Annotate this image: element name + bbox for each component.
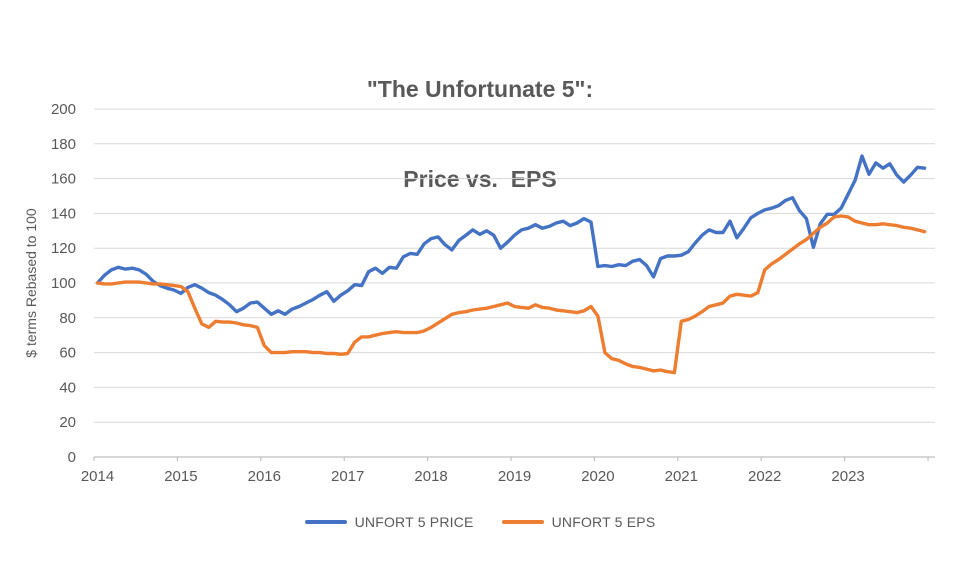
x-tick-label: 2023 <box>831 468 864 485</box>
eps-line <box>95 214 927 375</box>
x-tick-label: 2022 <box>748 468 781 485</box>
y-tick-label: 0 <box>68 449 76 466</box>
legend-item-price: UNFORT 5 PRICE <box>304 514 474 530</box>
y-tick-label: 140 <box>51 205 76 222</box>
price-line-swatch <box>304 520 347 524</box>
y-tick-label: 60 <box>59 345 76 362</box>
x-tick-label: 2020 <box>581 468 614 485</box>
y-tick-label: 80 <box>59 310 76 327</box>
x-tick-label: 2015 <box>164 468 197 485</box>
x-tick-label: 2014 <box>81 468 114 485</box>
legend-label-price: UNFORT 5 PRICE <box>354 514 474 530</box>
y-tick-label: 160 <box>51 171 76 188</box>
y-tick-label: 100 <box>51 275 76 292</box>
y-tick-label: 20 <box>59 414 76 431</box>
x-tick-label: 2017 <box>331 468 364 485</box>
chart-legend: UNFORT 5 PRICE UNFORT 5 EPS <box>0 511 960 533</box>
price-line <box>95 154 927 316</box>
series-layer <box>95 154 927 375</box>
y-tick-label: 200 <box>51 101 76 118</box>
y-tick-label: 180 <box>51 136 76 153</box>
legend-item-eps: UNFORT 5 EPS <box>501 514 656 530</box>
x-tick-label: 2019 <box>498 468 531 485</box>
legend-label-eps: UNFORT 5 EPS <box>551 514 656 530</box>
axis-layer: 0 20 40 60 80 100 120 140 160 180 200 2014 2015 2016 2… <box>51 101 935 485</box>
y-axis-title: $ terms Rebased to 100 <box>23 208 39 358</box>
y-tick-label: 40 <box>59 379 76 396</box>
grid-layer <box>94 108 935 423</box>
x-tick-label: 2016 <box>248 468 281 485</box>
x-tick-label: 2018 <box>414 468 447 485</box>
eps-line-swatch <box>501 520 544 524</box>
chart-title-line1: "The Unfortunate 5": <box>366 76 594 102</box>
x-tick-label: 2021 <box>665 468 698 485</box>
y-tick-label: 120 <box>51 240 76 257</box>
